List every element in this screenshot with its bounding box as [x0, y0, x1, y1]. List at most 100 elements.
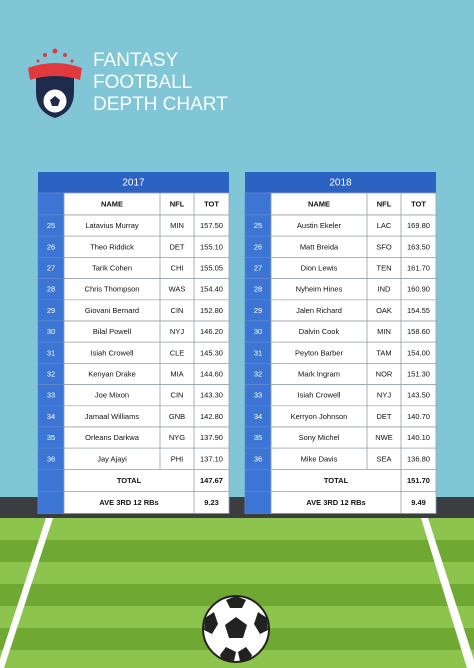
- cell-text: Isiah Crowell: [91, 348, 134, 357]
- cell-text: 151.70: [407, 476, 430, 485]
- cell-text: 27: [47, 263, 55, 272]
- cell-text: 158.60: [407, 327, 430, 336]
- title: FANTASY FOOTBALL DEPTH CHART: [93, 50, 228, 115]
- cell-text: PHI: [171, 454, 184, 463]
- depth-table: 2018 NAME NFL TOT 25 Austin Ekeler LAC 169.80 26…: [244, 172, 437, 514]
- cell-text: 145.30: [200, 348, 223, 357]
- cell-text: MIN: [377, 327, 391, 336]
- cell-text: GNB: [169, 412, 185, 421]
- cell-text: CHI: [171, 263, 184, 272]
- cell-text: NFL: [170, 199, 185, 208]
- ball-patch: [204, 612, 218, 634]
- cell-text: 25: [47, 221, 55, 230]
- ball-patch: [254, 612, 268, 634]
- logo-star: [63, 53, 67, 57]
- cell-text: WAS: [169, 285, 186, 294]
- cell: [193, 491, 230, 514]
- cell-text: 28: [47, 285, 55, 294]
- cell-text: Chris Thompson: [85, 285, 140, 294]
- cell-text: 152.80: [200, 306, 223, 315]
- ball-patch: [226, 596, 246, 608]
- cell-text: 31: [254, 348, 262, 357]
- cell-text: 137.90: [200, 433, 223, 442]
- cell-text: 31: [47, 348, 55, 357]
- cell-text: AVE 3RD 12 RBs: [99, 498, 158, 507]
- cell-text: 161.70: [407, 263, 430, 272]
- cell-text: Kenyan Drake: [88, 369, 136, 378]
- title-line: FOOTBALL: [93, 72, 192, 93]
- cell-text: 169.80: [407, 221, 430, 230]
- cell-text: LAC: [377, 221, 392, 230]
- cell-text: 136.80: [407, 454, 430, 463]
- cell-text: 155.10: [200, 242, 223, 251]
- cell-text: 35: [47, 433, 55, 442]
- cell-text: Jay Ajayi: [97, 454, 127, 463]
- rank-cell: [37, 192, 65, 216]
- logo-star: [70, 59, 74, 63]
- cell-text: 29: [47, 306, 55, 315]
- cell-text: 33: [254, 391, 262, 400]
- cell-text: 147.67: [200, 476, 223, 485]
- cell-text: TEN: [377, 263, 392, 272]
- cell-text: NYJ: [170, 327, 184, 336]
- logo-star: [52, 48, 58, 54]
- cell-text: AVE 3RD 12 RBs: [306, 498, 365, 507]
- field-stripe: [0, 584, 474, 606]
- cell-text: 154.00: [407, 348, 430, 357]
- cell-text: Isiah Crowell: [298, 391, 341, 400]
- ball-patch: [220, 647, 236, 661]
- sideline: [0, 518, 53, 668]
- row-bg: [244, 192, 437, 216]
- table-year-bar: [38, 172, 229, 193]
- cell-text: 140.10: [407, 433, 430, 442]
- cell-text: IND: [378, 285, 392, 294]
- cell-text: 146.20: [200, 327, 223, 336]
- cell-text: 34: [47, 412, 55, 421]
- soccer-ball: [202, 595, 270, 663]
- cell-text: 143.50: [407, 391, 430, 400]
- cell-text: Latavius Murray: [85, 221, 139, 230]
- cell-text: CIN: [171, 391, 184, 400]
- table-year: 2017: [122, 178, 145, 189]
- logo-star: [36, 59, 40, 63]
- depth-table: 2017 NAME NFL TOT 25 Latavius Murray MIN 157.50…: [37, 172, 230, 514]
- cell-text: Dion Lewis: [301, 263, 338, 272]
- cell-text: Jamaal Williams: [85, 412, 139, 421]
- cell-text: DET: [170, 242, 185, 251]
- cell-text: 32: [47, 369, 55, 378]
- cell-text: Jalen Richard: [296, 306, 342, 315]
- cell-text: 28: [254, 285, 262, 294]
- cell-text: 26: [254, 242, 262, 251]
- cell-text: OAK: [376, 306, 392, 315]
- field-stripe: [0, 540, 474, 562]
- cell-text: Peyton Barber: [295, 348, 343, 357]
- cell-text: Giovani Bernard: [85, 306, 139, 315]
- cell-text: NAME: [101, 199, 123, 208]
- cell-text: MIA: [170, 369, 183, 378]
- cell-text: SEA: [376, 454, 391, 463]
- cell-text: 163.50: [407, 242, 430, 251]
- rank-cell: [37, 469, 65, 492]
- ball-patch: [225, 617, 247, 638]
- cell-text: 25: [254, 221, 262, 230]
- cell-text: Kerryon Johnson: [291, 412, 348, 421]
- cell-text: 151.30: [407, 369, 430, 378]
- cell-text: NAME: [308, 199, 330, 208]
- cell-text: NFL: [377, 199, 392, 208]
- cell-text: 137.10: [200, 454, 223, 463]
- cell-text: Mike Davis: [301, 454, 338, 463]
- cell-text: 33: [47, 391, 55, 400]
- cell-text: 30: [254, 327, 262, 336]
- table-year: 2018: [329, 178, 352, 189]
- cell-text: 155.05: [200, 263, 223, 272]
- cell-text: 143.30: [200, 391, 223, 400]
- row-bg: [37, 192, 230, 216]
- cell-text: Orleans Darkwa: [85, 433, 140, 442]
- cell-text: Sony Michel: [299, 433, 340, 442]
- cell-text: Austin Ekeler: [297, 221, 342, 230]
- cell-text: TOTAL: [117, 476, 142, 485]
- cell-text: 32: [254, 369, 262, 378]
- cell-text: CLE: [170, 348, 185, 357]
- cell-text: TOT: [204, 199, 219, 208]
- cell-text: 154.40: [200, 285, 223, 294]
